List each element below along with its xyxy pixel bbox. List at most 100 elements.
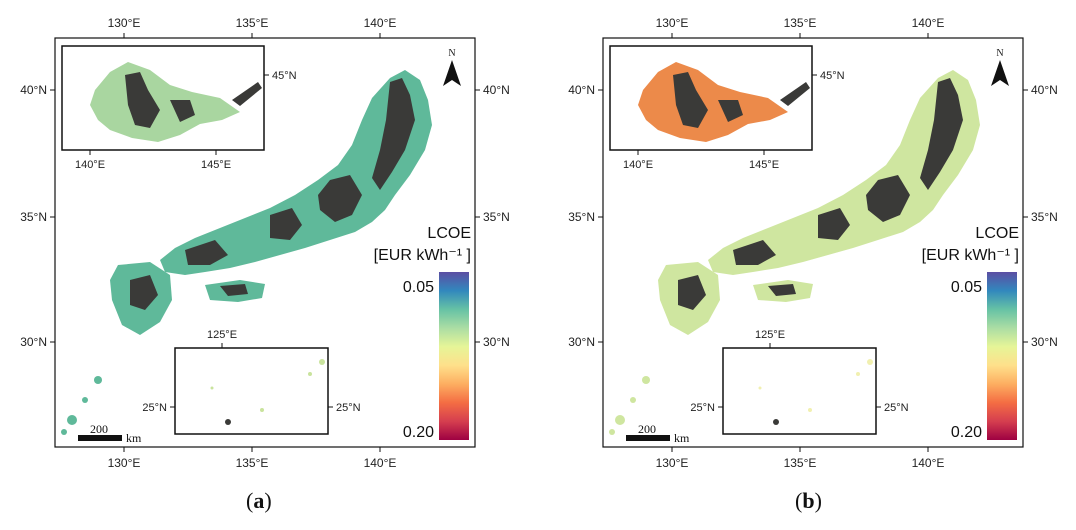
inset-south-right-tick: 25°N <box>884 402 909 414</box>
map-svg-b: 130°E 135°E 140°E 130°E 135°E 140°E 40°N… <box>568 16 1058 470</box>
panel-label-a: (a) <box>246 488 272 513</box>
right-tick-30: 30°N <box>483 335 510 349</box>
inset-north-tick-140: 140°E <box>623 159 653 171</box>
top-tick-130: 130°E <box>108 16 141 30</box>
top-tick-140: 140°E <box>364 16 397 30</box>
inset-north-tick-145: 145°E <box>201 159 231 171</box>
inset-north: 45°N 140°E 145°E <box>609 45 845 171</box>
legend-title-line2: [EUR kWh⁻¹ ] <box>922 247 1019 264</box>
inset-south: 125°E 25°N 25°N <box>142 329 361 435</box>
north-arrow-icon: N <box>443 48 461 86</box>
inset-north-tick-145: 145°E <box>749 159 779 171</box>
north-letter: N <box>996 48 1003 59</box>
honshu <box>708 70 980 275</box>
map-panel-a: 130°E 135°E 140°E 130°E 135°E 140°E 40°N… <box>20 16 510 513</box>
kuril-island <box>780 82 810 106</box>
left-tick-35: 35°N <box>568 210 595 224</box>
north-letter: N <box>448 48 455 59</box>
south-island <box>808 408 812 412</box>
ryukyu-island <box>642 376 650 384</box>
legend-min-label: 0.20 <box>403 424 434 441</box>
top-tick-130: 130°E <box>656 16 689 30</box>
honshu <box>160 70 432 275</box>
south-island <box>225 419 231 425</box>
inset-south-top-tick: 125°E <box>207 329 237 341</box>
north-arrow-icon: N <box>991 48 1009 86</box>
left-tick-30: 30°N <box>20 335 47 349</box>
kuril-island <box>232 82 262 106</box>
left-ticks: 40°N 35°N 30°N <box>20 83 55 349</box>
south-island <box>308 372 312 376</box>
inset-south: 125°E 25°N 25°N <box>690 329 909 435</box>
map-panel-b: 130°E 135°E 140°E 130°E 135°E 140°E 40°N… <box>548 0 1076 530</box>
japan-landmass <box>61 70 432 435</box>
ryukyu-island <box>61 429 67 435</box>
hokkaido-terrain <box>170 100 195 122</box>
terrain-kinki <box>818 208 850 240</box>
panel-label-b: (b) <box>795 488 822 513</box>
ryukyu-island <box>94 376 102 384</box>
right-tick-35: 35°N <box>1031 210 1058 224</box>
ryukyu-island <box>630 397 636 403</box>
ryukyu-island <box>609 429 615 435</box>
terrain-chugoku <box>185 240 228 265</box>
scale-bar-value: 200 <box>90 422 108 436</box>
left-tick-35: 35°N <box>20 210 47 224</box>
left-tick-40: 40°N <box>20 83 47 97</box>
bottom-tick-135: 135°E <box>784 456 817 470</box>
inset-north-tick-140: 140°E <box>75 159 105 171</box>
legend-min-label: 0.20 <box>951 424 982 441</box>
bottom-tick-130: 130°E <box>656 456 689 470</box>
right-tick-40: 40°N <box>1031 83 1058 97</box>
terrain-chugoku <box>733 240 776 265</box>
legend-max-label: 0.05 <box>403 279 434 296</box>
scale-bar-unit: km <box>126 431 142 445</box>
legend-max-label: 0.05 <box>951 279 982 296</box>
inset-north-right-tick: 45°N <box>820 70 845 82</box>
bottom-ticks: 130°E 135°E 140°E <box>108 447 396 470</box>
scale-bar: 200 km <box>78 422 142 445</box>
right-tick-30: 30°N <box>1031 335 1058 349</box>
terrain-tohoku <box>372 78 415 190</box>
inset-north-right-tick: 45°N <box>272 70 297 82</box>
scale-bar-value: 200 <box>638 422 656 436</box>
south-island <box>856 372 860 376</box>
terrain-shikoku <box>768 284 796 296</box>
terrain-tohoku <box>920 78 963 190</box>
south-island <box>758 386 762 390</box>
map-svg-a: 130°E 135°E 140°E 130°E 135°E 140°E 40°N… <box>20 16 510 470</box>
inset-south-top-tick: 125°E <box>755 329 785 341</box>
terrain-kyushu <box>130 275 158 310</box>
top-ticks: 130°E 135°E 140°E <box>108 16 397 38</box>
south-island <box>260 408 264 412</box>
terrain-kyushu <box>678 275 706 310</box>
legend-title-line1: LCOE <box>427 225 471 242</box>
inset-south-left-tick: 25°N <box>690 402 715 414</box>
south-island <box>773 419 779 425</box>
left-tick-30: 30°N <box>568 335 595 349</box>
south-island <box>319 359 325 365</box>
legend-colorbar <box>439 272 469 440</box>
legend-title-line1: LCOE <box>975 225 1019 242</box>
hokkaido-terrain <box>673 72 708 128</box>
japan-landmass <box>609 70 980 435</box>
top-tick-140: 140°E <box>912 16 945 30</box>
bottom-tick-135: 135°E <box>236 456 269 470</box>
scale-bar: 200 km <box>626 422 690 445</box>
left-ticks: 40°N 35°N 30°N <box>568 83 603 349</box>
terrain-kinki <box>270 208 302 240</box>
south-island <box>867 359 873 365</box>
ryukyu-island <box>67 415 77 425</box>
bottom-tick-130: 130°E <box>108 456 141 470</box>
top-tick-135: 135°E <box>784 16 817 30</box>
hokkaido-terrain <box>718 100 743 122</box>
bottom-ticks: 130°E 135°E 140°E <box>656 447 944 470</box>
right-ticks: 40°N 35°N 30°N <box>1023 83 1058 349</box>
scale-bar-unit: km <box>674 431 690 445</box>
right-tick-35: 35°N <box>483 210 510 224</box>
inset-north: 45°N 140°E 145°E <box>61 45 297 171</box>
left-tick-40: 40°N <box>568 83 595 97</box>
hokkaido-terrain <box>125 72 160 128</box>
top-ticks: 130°E 135°E 140°E <box>656 16 945 38</box>
legend: LCOE [EUR kWh⁻¹ ] 0.05 0.20 <box>922 225 1019 441</box>
